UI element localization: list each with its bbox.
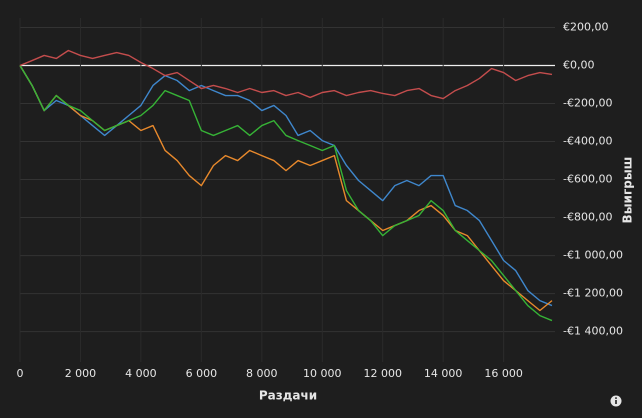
y-tick-label: -€1 400,00 <box>563 325 623 338</box>
x-tick-label: 8 000 <box>246 367 278 380</box>
y-tick-label: -€200,00 <box>563 97 612 110</box>
series-line <box>19 49 553 100</box>
grid <box>19 18 555 362</box>
x-tick-label: 10 000 <box>303 367 342 380</box>
y-tick-label: €200,00 <box>563 21 609 34</box>
y-tick-label: -€800,00 <box>563 211 612 224</box>
series-line <box>19 65 553 307</box>
x-tick-label: 12 000 <box>363 367 402 380</box>
x-axis-title: Раздачи <box>259 389 317 403</box>
y-tick-label: -€1 200,00 <box>563 287 623 300</box>
lines <box>19 49 553 322</box>
x-tick-label: 16 000 <box>484 367 523 380</box>
y-tick-label: €0,00 <box>563 59 595 72</box>
series-line <box>19 65 553 322</box>
info-icon[interactable] <box>610 395 622 407</box>
y-axis-title: Выигрыш <box>621 157 635 224</box>
labels: €200,00 €0,00 -€200,00 -€400,00 -€600,00 -€80… <box>17 21 623 380</box>
y-tick-label: -€1 000,00 <box>563 249 623 262</box>
x-tick-label: 2 000 <box>65 367 97 380</box>
y-tick-label: -€600,00 <box>563 173 612 186</box>
y-tick-label: -€400,00 <box>563 135 612 148</box>
x-tick-label: 6 000 <box>186 367 218 380</box>
x-tick-label: 14 000 <box>424 367 463 380</box>
x-tick-label: 4 000 <box>125 367 157 380</box>
x-tick-label: 0 <box>17 367 24 380</box>
